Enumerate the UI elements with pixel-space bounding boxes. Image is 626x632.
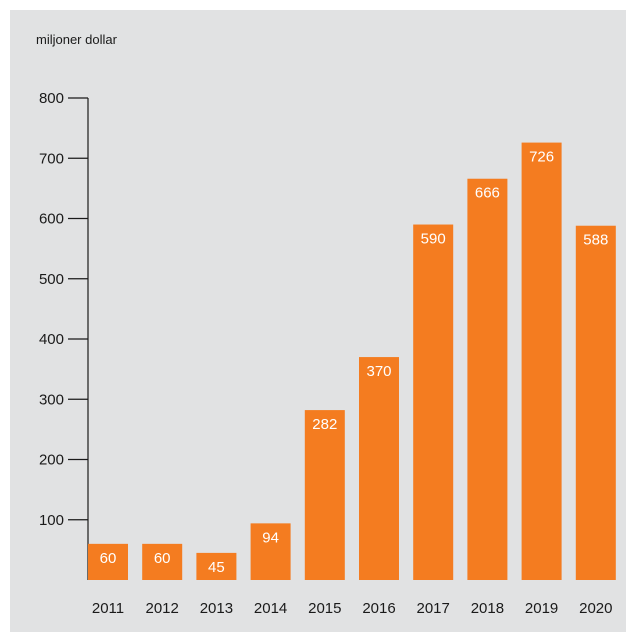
bar-2018: [467, 178, 508, 581]
y-axis-unit-label: miljoner dollar: [36, 32, 118, 47]
y-tick-label: 200: [39, 452, 64, 469]
value-label-2016: 370: [366, 363, 391, 380]
y-tick-label: 400: [39, 331, 64, 348]
x-category-label-2018: 2018: [471, 600, 504, 617]
x-category-label-2017: 2017: [417, 600, 450, 617]
bar-2015: [304, 410, 345, 580]
bar-2012: [142, 543, 183, 580]
y-tick-label: 700: [39, 150, 64, 167]
x-category-label-2015: 2015: [308, 600, 341, 617]
value-label-2013: 45: [208, 559, 225, 576]
value-label-2020: 588: [583, 232, 608, 249]
x-category-label-2011: 2011: [92, 600, 124, 617]
y-tick-label: 300: [39, 391, 64, 408]
value-label-2012: 60: [154, 550, 171, 567]
bar-2016: [359, 357, 399, 580]
x-category-label-2013: 2013: [200, 600, 233, 617]
value-label-2019: 726: [529, 149, 554, 166]
bar-2020: [575, 225, 616, 581]
chart-panel: miljoner dollar 100 200 300 400 500 600 700 800…: [10, 10, 626, 632]
x-category-label-2019: 2019: [525, 600, 558, 617]
bar-2013: [196, 552, 237, 580]
value-label-2017: 590: [421, 231, 446, 248]
value-label-2014: 94: [262, 529, 279, 546]
x-category-label-2020: 2020: [579, 600, 612, 617]
x-category-label-2016: 2016: [362, 600, 395, 617]
x-category-label-2014: 2014: [254, 600, 287, 617]
bar-2014: [250, 523, 291, 580]
x-category-label-2012: 2012: [146, 600, 179, 617]
y-tick-label: 100: [39, 512, 64, 529]
y-tick-label: 500: [39, 271, 64, 288]
bar-2019: [521, 142, 562, 580]
value-label-2015: 282: [312, 416, 337, 433]
bar-2011: [88, 543, 128, 580]
y-tick-label: 600: [39, 211, 64, 228]
value-label-2011: 60: [100, 550, 117, 567]
y-tick-label: 800: [39, 90, 64, 107]
bar-chart: miljoner dollar 100 200 300 400 500 600 700 800…: [36, 32, 616, 617]
value-label-2018: 666: [475, 185, 500, 202]
bar-2017: [413, 224, 454, 580]
